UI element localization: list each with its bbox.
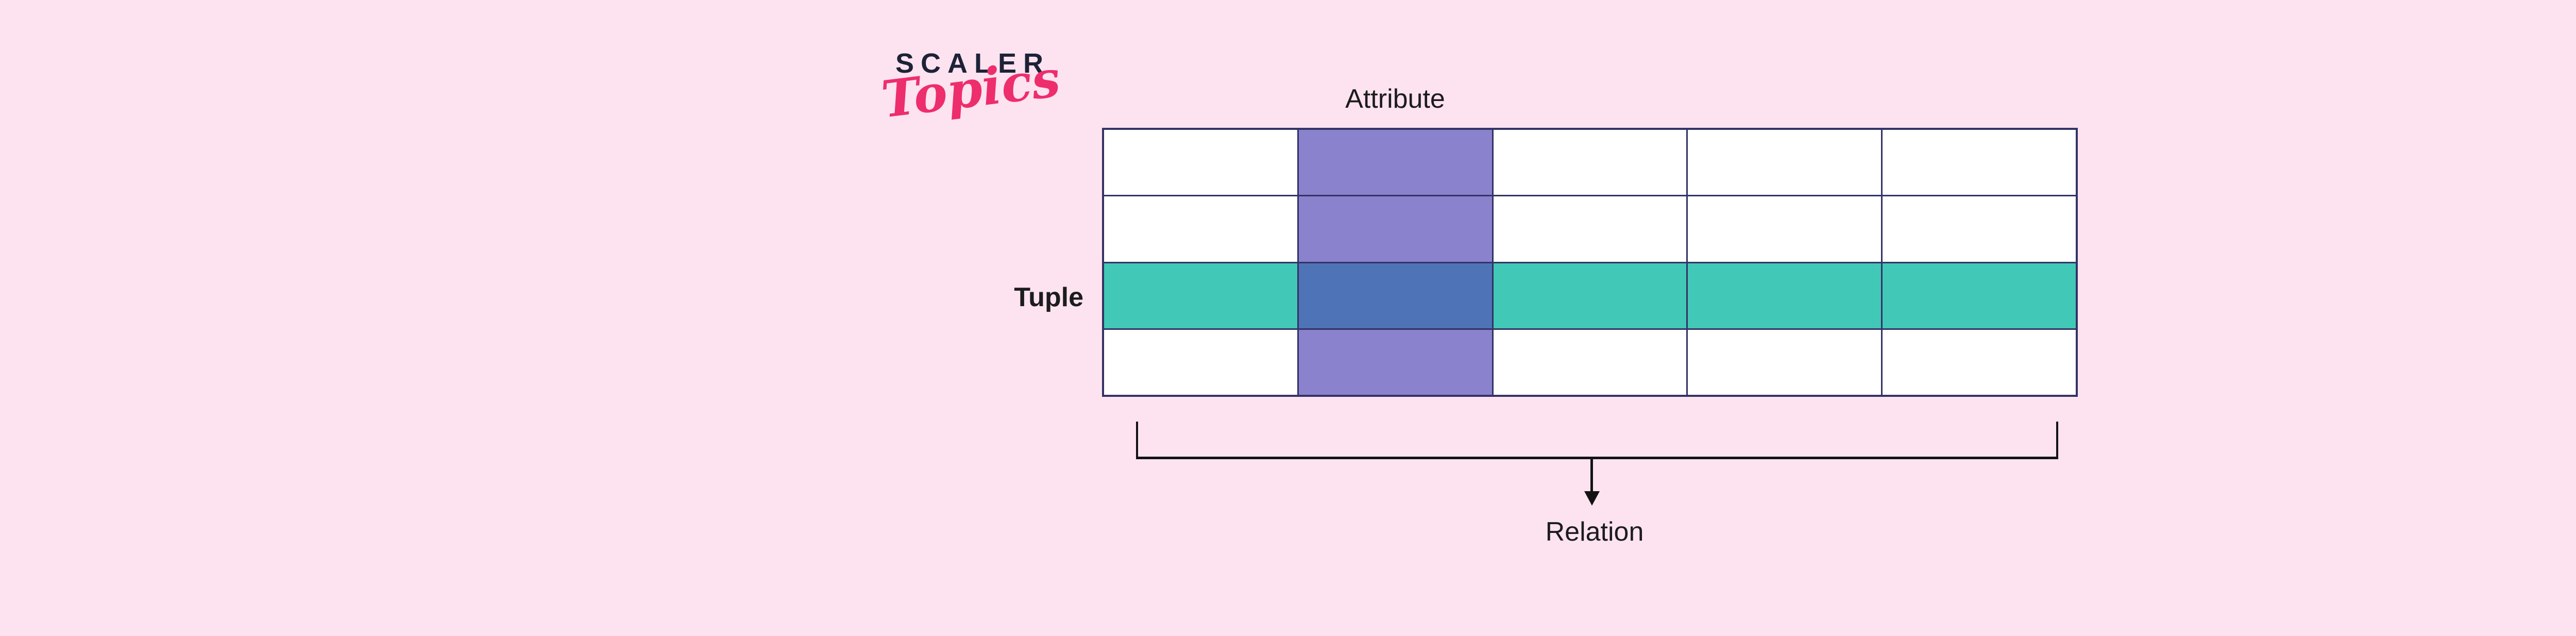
relation-arrow-stem (1590, 459, 1593, 492)
relation-bracket-line (1136, 457, 2058, 459)
table-cell (1688, 196, 1882, 262)
table-cell (1493, 196, 1687, 262)
tuple-row-cell (1493, 263, 1687, 328)
table-cell (1493, 130, 1687, 195)
logo-scaler-text: SCALER (895, 48, 1050, 79)
table-cell (1883, 196, 2076, 262)
table-cell (1493, 329, 1687, 395)
table-cell (1883, 329, 2076, 395)
scaler-topics-logo: SCALER Topics (878, 48, 1101, 130)
intersection-cell (1298, 263, 1492, 328)
relation-label: Relation (1545, 517, 1644, 547)
relation-table (1102, 128, 2078, 397)
table-cell (1104, 329, 1297, 395)
table-cell (1883, 130, 2076, 195)
tuple-row-cell (1883, 263, 2076, 328)
attribute-column-cell (1298, 196, 1492, 262)
attribute-column-cell (1298, 130, 1492, 195)
relation-arrow-head-icon (1584, 491, 1600, 506)
tuple-label: Tuple (1014, 282, 1083, 312)
relation-bracket-right-tick (2056, 422, 2058, 459)
attribute-label: Attribute (1345, 84, 1445, 114)
table-cell (1688, 329, 1882, 395)
attribute-column-cell (1298, 329, 1492, 395)
relation-bracket-left-tick (1136, 422, 1138, 459)
tuple-row-cell (1104, 263, 1297, 328)
table-cell (1104, 130, 1297, 195)
table-cell (1104, 196, 1297, 262)
tuple-row-cell (1688, 263, 1882, 328)
table-cell (1688, 130, 1882, 195)
